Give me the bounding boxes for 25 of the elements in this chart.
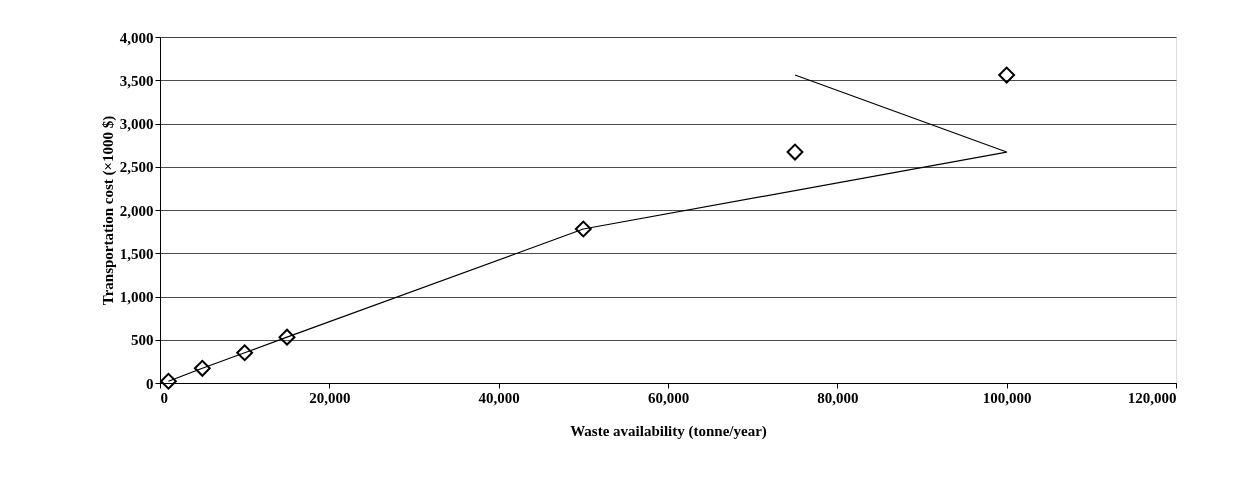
point [236,344,254,362]
x-tick-label: 120,000 [1127,389,1177,406]
y-tick-label: 1,000 [119,289,154,305]
x-tick-label: 0 [160,389,168,406]
x-axis-title: Waste availability (tonne/year) [570,422,767,440]
y-tick-label: 3,500 [119,72,154,89]
x-tick-label: 40,000 [478,389,520,406]
y-tick-label: 2,500 [119,159,154,176]
y-tick-label: 3,000 [119,116,154,132]
y-axis-title: Transportation cost (×1000 $) [99,115,117,306]
point [193,359,211,377]
point [998,66,1016,84]
y-tick-label: 2,000 [119,202,154,219]
point [160,372,177,390]
point [786,143,804,161]
y-tick-label: 1,500 [119,245,154,262]
x-tick-label: 60,000 [647,389,690,406]
x-tick-label: 20,000 [309,389,351,406]
y-tick-label: 500 [131,332,154,349]
x-tick-label: 80,000 [817,389,859,406]
y-tick-label: 4,000 [119,29,154,46]
x-tick-label: 100,000 [982,389,1032,406]
point [278,328,296,346]
y-tick-label: 0 [146,375,154,392]
point [574,220,592,238]
